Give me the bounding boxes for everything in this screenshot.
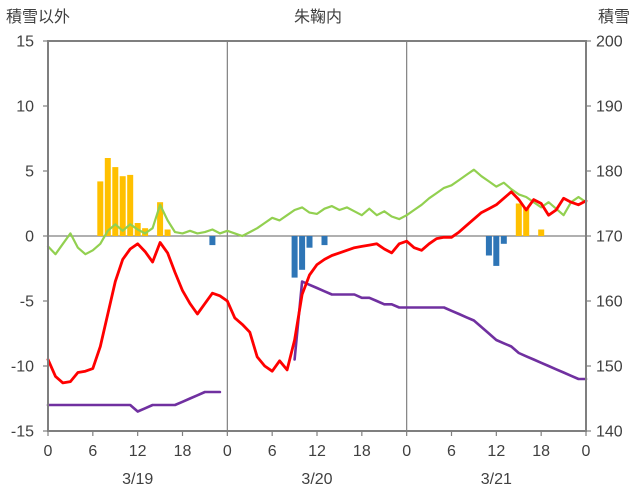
- green-line: [46, 168, 588, 256]
- right-axis-label: 190: [596, 99, 623, 116]
- orange-bars-bar: [538, 229, 545, 236]
- right-axis-label: 160: [596, 294, 623, 311]
- left-axis-label: 10: [16, 99, 34, 116]
- right-axis-title: 積雪: [597, 9, 630, 26]
- x-axis-label: 6: [447, 443, 456, 460]
- date-label: 3/21: [481, 471, 512, 488]
- left-axis-label: -5: [20, 294, 34, 311]
- x-axis-label: 6: [88, 443, 97, 460]
- left-axis-label: -10: [11, 359, 34, 376]
- blue-bars-bar: [321, 236, 328, 246]
- blue-bars-bar: [209, 236, 216, 246]
- right-axis-label: 170: [596, 229, 623, 246]
- purple-line: [46, 280, 588, 413]
- chart-title: 朱鞠内: [293, 9, 342, 26]
- left-axis-label: 5: [25, 164, 34, 181]
- blue-bars-bar: [299, 236, 306, 270]
- blue-bars-bar: [306, 236, 313, 248]
- orange-bars-bar: [97, 181, 104, 236]
- right-axis-label: 140: [596, 424, 623, 441]
- blue-bars-bar: [291, 236, 298, 278]
- x-axis-label: 18: [532, 443, 550, 460]
- orange-bars-bar: [119, 176, 126, 236]
- blue-bars-bar: [485, 236, 492, 256]
- x-axis-label: 12: [487, 443, 505, 460]
- blue-bars: [209, 236, 507, 278]
- x-axis-label: 0: [44, 443, 53, 460]
- x-axis-label: 6: [268, 443, 277, 460]
- x-axis-label: 12: [129, 443, 147, 460]
- left-axis-title: 積雪以外: [6, 9, 71, 26]
- right-axis-label: 180: [596, 164, 623, 181]
- right-axis-label: 200: [596, 34, 623, 51]
- left-axis-label: -15: [11, 424, 34, 441]
- orange-bars-bar: [104, 158, 111, 236]
- orange-bars-bar: [523, 207, 530, 236]
- x-axis-label: 0: [582, 443, 591, 460]
- x-axis-label: 18: [353, 443, 371, 460]
- orange-bars-bar: [164, 229, 171, 236]
- title-bar: 積雪以外 朱鞠内 積雪: [0, 3, 636, 27]
- x-axis-label: 0: [402, 443, 411, 460]
- left-axis-label: 0: [25, 229, 34, 246]
- right-axis-label: 150: [596, 359, 623, 376]
- x-axis-label: 18: [174, 443, 192, 460]
- left-axis-label: 15: [16, 34, 34, 51]
- x-axis-label: 0: [223, 443, 232, 460]
- x-axis-label: 12: [308, 443, 326, 460]
- date-label: 3/19: [122, 471, 153, 488]
- red-line: [46, 190, 588, 385]
- orange-bars-bar: [157, 202, 164, 236]
- date-label: 3/20: [301, 471, 332, 488]
- orange-bars-bar: [112, 167, 119, 236]
- blue-bars-bar: [500, 236, 507, 244]
- orange-bars-bar: [515, 203, 522, 236]
- blue-bars-bar: [493, 236, 500, 266]
- orange-bars: [97, 158, 545, 236]
- orange-bars-bar: [127, 174, 134, 236]
